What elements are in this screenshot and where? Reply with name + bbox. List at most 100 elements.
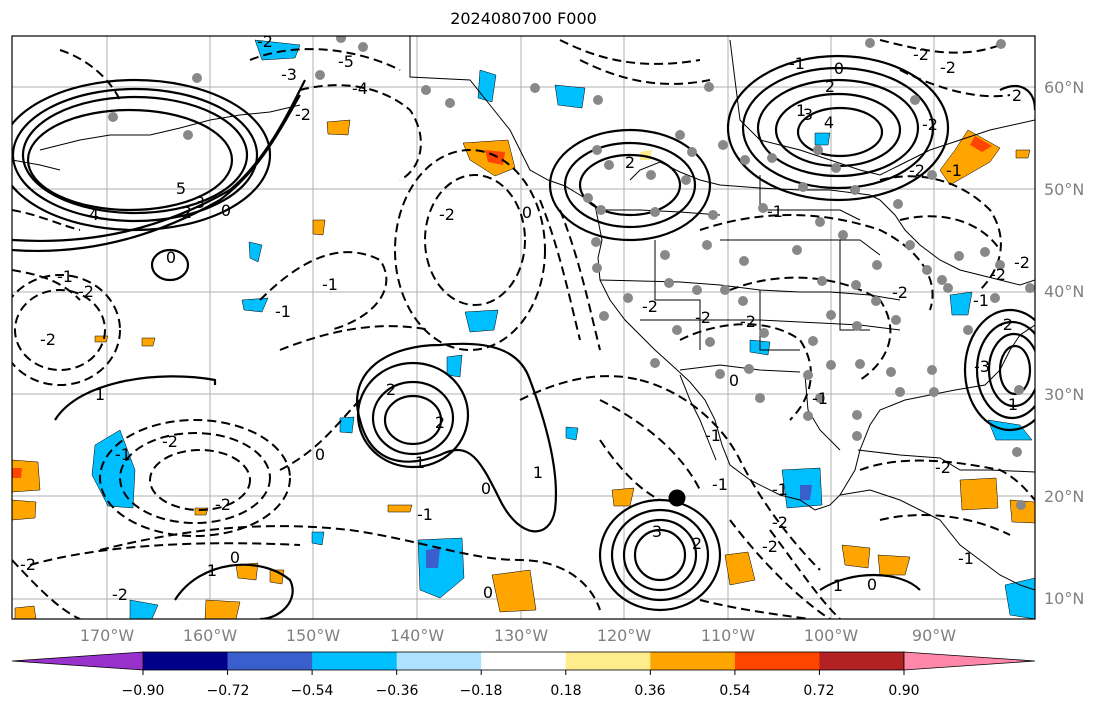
contour-label: -2 <box>772 513 788 532</box>
contour-label: -2 <box>112 585 128 604</box>
contour-label: -2 <box>940 58 956 77</box>
lon-label-150w: 150°W <box>285 626 341 645</box>
contour-label: -1 <box>417 505 433 524</box>
lat-label-60n: 60°N <box>1044 78 1085 97</box>
contour-label: 0 <box>315 445 325 464</box>
lat-label-40n: 40°N <box>1044 282 1085 301</box>
contour-label: -2 <box>997 315 1013 334</box>
lon-label-90w: 90°W <box>911 626 957 645</box>
lat-label-10n: 10°N <box>1044 589 1085 608</box>
contour-label: -2 <box>257 32 273 51</box>
contour-label: 1 <box>533 463 543 482</box>
contour-label: -2 <box>990 265 1006 284</box>
contour-label: 2 <box>435 413 445 432</box>
contour-label: 0 <box>522 203 532 222</box>
contour-label: -2 <box>892 283 908 302</box>
lon-label-120w: 120°W <box>596 626 652 645</box>
contour-label: 1 <box>207 561 217 580</box>
contour-label: 1 <box>95 385 105 404</box>
contour-label: -2 <box>695 308 711 327</box>
colorbar-tick-label: 0.54 <box>719 683 751 699</box>
contour-label: -1 <box>767 202 783 221</box>
contour-label: 1 <box>415 453 425 472</box>
colorbar-tick-label: −0.72 <box>206 683 250 699</box>
lon-label-110w: 110°W <box>700 626 756 645</box>
map-frame <box>11 35 1036 620</box>
contour-label: 2 <box>182 203 192 222</box>
contour-label: -1 <box>946 161 962 180</box>
contour-labels: 5 4 3 2 0 0 2 1 2 2 1 1 0 3 1 1 0 0 2 0 … <box>20 32 1030 604</box>
colorbar-tick-label: −0.18 <box>459 683 503 699</box>
station-markers <box>108 36 1035 510</box>
contour-label: 0 <box>230 548 240 567</box>
solid-contours <box>12 54 1035 619</box>
contour-label: -2 <box>1014 253 1030 272</box>
colorbar-tick-label: −0.54 <box>290 683 334 699</box>
contour-label: 0 <box>166 248 176 267</box>
contour-label: 3 <box>652 522 662 541</box>
contour-label: -2 <box>162 432 178 451</box>
colorbar-tick-label: −0.90 <box>121 683 165 699</box>
lon-label-170w: 170°W <box>79 626 135 645</box>
contour-label: -2 <box>20 555 36 574</box>
contour-label: -2 <box>215 495 231 514</box>
contour-label: 4 <box>824 113 834 132</box>
contour-label: 0 <box>867 575 877 594</box>
contour-label: 1 <box>833 576 843 595</box>
contour-label: -1 <box>115 445 131 464</box>
contour-label: -1 <box>712 475 728 494</box>
contour-label: -2 <box>40 330 56 349</box>
strong-positive-shading <box>12 136 992 478</box>
contour-label: 1 <box>796 101 806 120</box>
contour-label: -1 <box>958 549 974 568</box>
contour-label: -3 <box>974 357 990 376</box>
contour-label: -2 <box>762 537 778 556</box>
lon-label-130w: 130°W <box>493 626 549 645</box>
contour-label: 0 <box>221 201 231 220</box>
strong-negative-shading <box>426 485 812 568</box>
lon-label-140w: 140°W <box>389 626 445 645</box>
contour-label: -2 <box>909 161 925 180</box>
colorbar-tick-label: 0.18 <box>550 683 582 699</box>
colorbar-tick-label: 0.36 <box>634 683 666 699</box>
contour-label: -1 <box>973 291 989 310</box>
colorbar-tick-label: −0.36 <box>375 683 419 699</box>
contour-label: -1 <box>705 426 721 445</box>
contour-label: 2 <box>386 380 396 399</box>
negative-shading <box>91 39 1035 619</box>
contour-label: -2 <box>913 45 929 64</box>
lat-label-30n: 30°N <box>1044 385 1085 404</box>
colorbar-tick-label: 0.90 <box>888 683 920 699</box>
contour-label: -2 <box>642 297 658 316</box>
dashed-contours <box>12 39 1035 619</box>
contour-label: 2 <box>825 77 835 96</box>
contour-label: -2 <box>740 312 756 331</box>
coastlines <box>12 36 1035 591</box>
contour-label: 3 <box>195 193 205 212</box>
contour-label: -2 <box>439 205 455 224</box>
contour-label: -1 <box>275 302 291 321</box>
contour-label: -2 <box>78 282 94 301</box>
contour-label: 1 <box>1008 395 1018 414</box>
map-title: 2024080700 F000 <box>450 9 597 28</box>
contour-label: 0 <box>483 583 493 602</box>
positive-shading <box>12 119 1035 619</box>
contour-label: 0 <box>729 371 739 390</box>
contour-label: 2 <box>1012 86 1022 105</box>
contour-label: 0 <box>481 479 491 498</box>
contour-label: 4 <box>89 205 99 224</box>
contour-label: -1 <box>812 389 828 408</box>
contour-label: 2 <box>692 534 702 553</box>
contour-label: -4 <box>352 79 368 98</box>
contour-label: 3 <box>803 105 813 124</box>
storm-center-marker <box>668 489 686 507</box>
contour-label: 5 <box>176 179 186 198</box>
contour-label: -2 <box>935 458 951 477</box>
contour-label: -1 <box>57 267 73 286</box>
contour-label: 2 <box>625 153 635 172</box>
colorbar-tick-label: 0.72 <box>803 683 835 699</box>
contour-label: -1 <box>772 480 788 499</box>
lon-label-100w: 100°W <box>803 626 859 645</box>
contour-label: -5 <box>338 52 354 71</box>
